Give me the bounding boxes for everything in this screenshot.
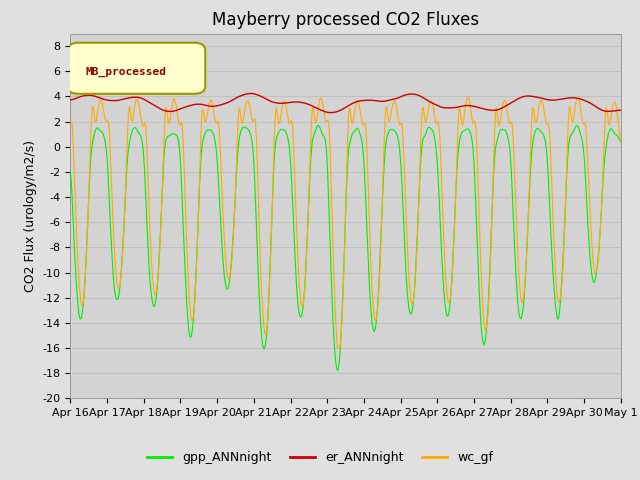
Line: gpp_ANNnight: gpp_ANNnight xyxy=(70,125,621,371)
FancyBboxPatch shape xyxy=(68,43,205,94)
wc_gf xyxy=(335,345,342,351)
gpp_ANNnight xyxy=(189,322,196,327)
wc_gf xyxy=(429,104,437,109)
wc_gf xyxy=(617,137,625,143)
gpp_ANNnight xyxy=(414,216,422,222)
Text: MB_processed: MB_processed xyxy=(86,66,167,77)
er_ANNnight xyxy=(218,102,226,108)
wc_gf xyxy=(413,240,421,246)
wc_gf xyxy=(218,188,226,193)
wc_gf xyxy=(133,96,141,102)
gpp_ANNnight xyxy=(77,316,84,322)
gpp_ANNnight xyxy=(218,243,226,249)
er_ANNnight xyxy=(617,107,625,113)
wc_gf xyxy=(77,294,84,300)
gpp_ANNnight xyxy=(67,170,74,176)
er_ANNnight xyxy=(133,95,141,100)
wc_gf xyxy=(464,95,472,100)
Legend: gpp_ANNnight, er_ANNnight, wc_gf: gpp_ANNnight, er_ANNnight, wc_gf xyxy=(142,446,498,469)
wc_gf xyxy=(67,119,74,124)
er_ANNnight xyxy=(77,94,84,99)
er_ANNnight xyxy=(246,91,254,96)
er_ANNnight xyxy=(189,102,196,108)
Title: Mayberry processed CO2 Fluxes: Mayberry processed CO2 Fluxes xyxy=(212,11,479,29)
er_ANNnight xyxy=(327,110,335,116)
Y-axis label: CO2 Flux (urology/m2/s): CO2 Flux (urology/m2/s) xyxy=(24,140,37,292)
er_ANNnight xyxy=(414,92,422,98)
er_ANNnight xyxy=(430,101,438,107)
Line: wc_gf: wc_gf xyxy=(70,97,621,348)
gpp_ANNnight xyxy=(133,127,141,133)
gpp_ANNnight xyxy=(617,139,625,144)
wc_gf xyxy=(189,316,196,322)
gpp_ANNnight xyxy=(430,132,438,138)
gpp_ANNnight xyxy=(333,368,341,373)
gpp_ANNnight xyxy=(315,122,323,128)
Line: er_ANNnight: er_ANNnight xyxy=(70,94,621,113)
er_ANNnight xyxy=(67,97,74,103)
